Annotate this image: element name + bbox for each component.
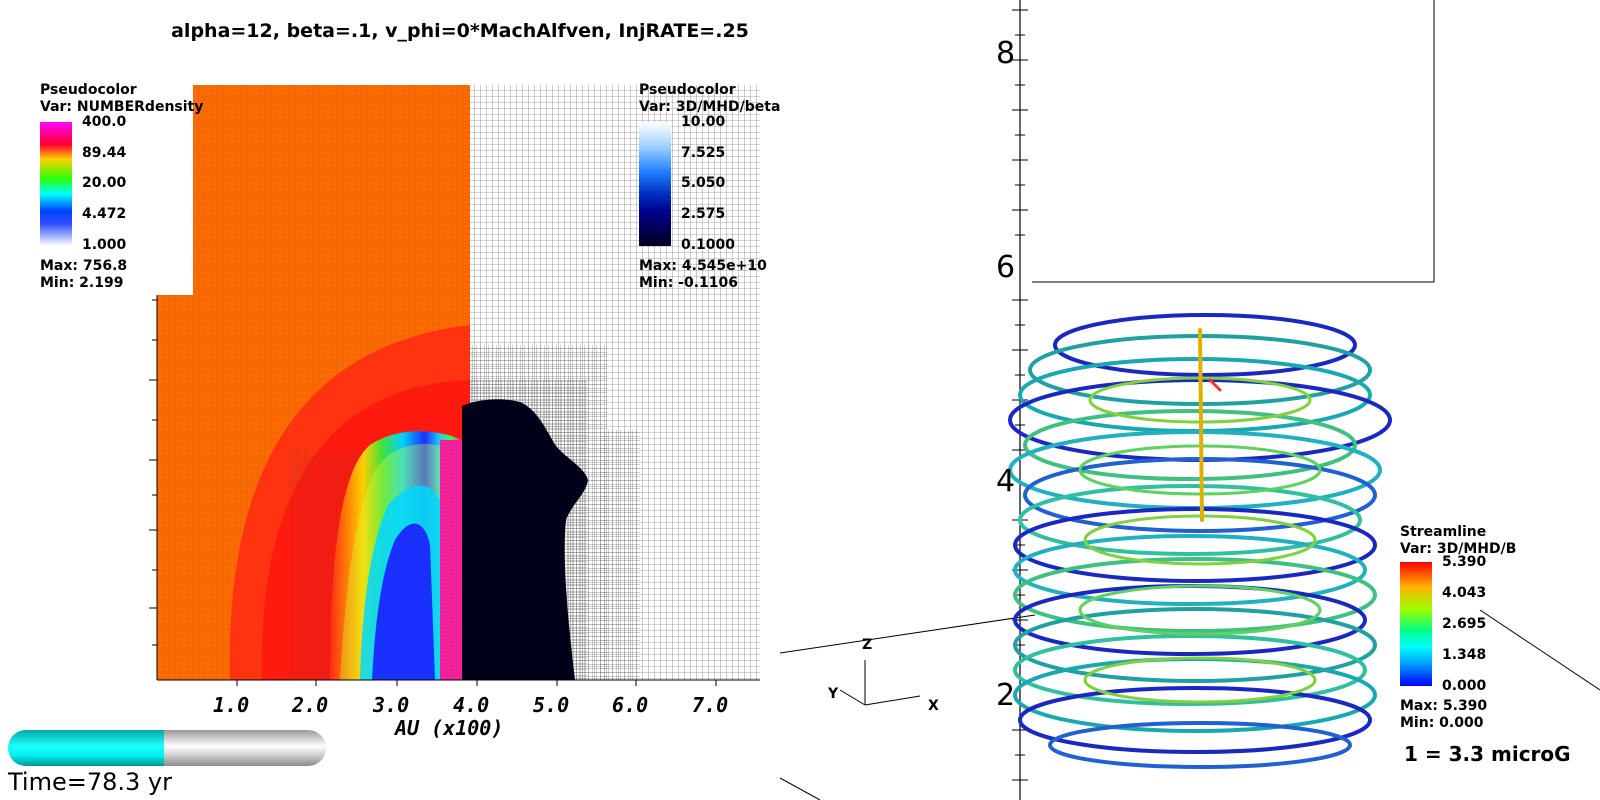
legend-tick: 89.44: [82, 145, 127, 161]
legend-tick: 2.575: [681, 206, 726, 222]
legend-tick: 5.050: [681, 175, 726, 191]
legend-tick: 0.000: [1442, 678, 1487, 694]
triad-z-label: Z: [862, 637, 873, 653]
time-label: Time=78.3 yr: [8, 768, 172, 796]
legend-heading: Streamline: [1400, 524, 1487, 540]
x-tick-label: 1.0: [213, 693, 250, 717]
y-ticks: [149, 299, 157, 646]
triad-y-label: Y: [828, 686, 839, 702]
x-axis-label: AU (x100): [395, 716, 504, 740]
triad-x-label: X: [928, 698, 939, 714]
legend-tick: 4.043: [1442, 585, 1487, 601]
legend-max: Max: 756.8: [40, 258, 128, 274]
z-tick-label: 4: [996, 464, 1016, 499]
z-tick-label: 2: [996, 678, 1016, 713]
z-tick-label: 8: [996, 36, 1016, 71]
legend-heading: Pseudocolor: [639, 82, 736, 98]
x-tick-label: 4.0: [453, 693, 490, 717]
streamline-view: 8 6 4 2 Z Y X Streamline Var: 3D/MHD/B 5…: [780, 0, 1600, 800]
legend-tick: 20.00: [82, 175, 127, 191]
legend-var: Var: 3D/MHD/B: [1400, 541, 1517, 557]
legend-tick: 0.1000: [681, 237, 736, 253]
beta-colorbar: [639, 122, 671, 246]
legend-max: Max: 4.545e+10: [639, 258, 767, 274]
legend-tick: 10.00: [681, 114, 726, 130]
legend-tick: 7.525: [681, 145, 726, 161]
legend-tick: 5.390: [1442, 554, 1487, 570]
legend-tick: 2.695: [1442, 616, 1487, 632]
beta-legend: Pseudocolor Var: 3D/MHD/beta 10.00 7.525…: [639, 82, 799, 292]
legend-tick: 4.472: [82, 206, 127, 222]
x-tick-label: 7.0: [692, 693, 729, 717]
legend-var: Var: 3D/MHD/beta: [639, 99, 781, 115]
slice-plot-svg: [149, 85, 760, 686]
time-slider-fill: [8, 730, 164, 766]
streamline-svg: [780, 0, 1600, 800]
legend-min: Min: 0.000: [1400, 715, 1484, 731]
z-tick-label: 6: [996, 250, 1016, 285]
slice-plot: 1.0 2.0 3.0 4.0 5.0 6.0 7.0 AU (x100): [0, 0, 780, 740]
streamline-colorbar: [1400, 562, 1432, 686]
plot-title: alpha=12, beta=.1, v_phi=0*MachAlfven, I…: [171, 20, 749, 42]
density-colorbar: [40, 122, 72, 246]
x-tick-label: 6.0: [612, 693, 649, 717]
streamlines: [1008, 313, 1392, 769]
legend-tick: 1.000: [82, 237, 127, 253]
x-ticks: [236, 680, 717, 686]
legend-min: Min: 2.199: [40, 275, 124, 291]
density-legend: Pseudocolor Var: NUMBERdensity 400.0 89.…: [40, 82, 204, 292]
x-tick-label: 5.0: [533, 693, 570, 717]
legend-tick: 1.348: [1442, 647, 1487, 663]
axis-triad: [839, 660, 921, 706]
legend-min: Min: -0.1106: [639, 275, 739, 291]
x-tick-label: 3.0: [373, 693, 410, 717]
legend-heading: Pseudocolor: [40, 82, 137, 98]
legend-var: Var: NUMBERdensity: [40, 99, 204, 115]
x-tick-label: 2.0: [292, 693, 329, 717]
legend-max: Max: 5.390: [1400, 698, 1488, 714]
streamline-legend: Streamline Var: 3D/MHD/B 5.390 4.043 2.6…: [1400, 524, 1590, 774]
z-axis-ticks: [1012, 9, 1028, 781]
time-slider[interactable]: [8, 730, 326, 766]
scale-note: 1 = 3.3 microG: [1404, 742, 1571, 766]
legend-tick: 400.0: [82, 114, 127, 130]
